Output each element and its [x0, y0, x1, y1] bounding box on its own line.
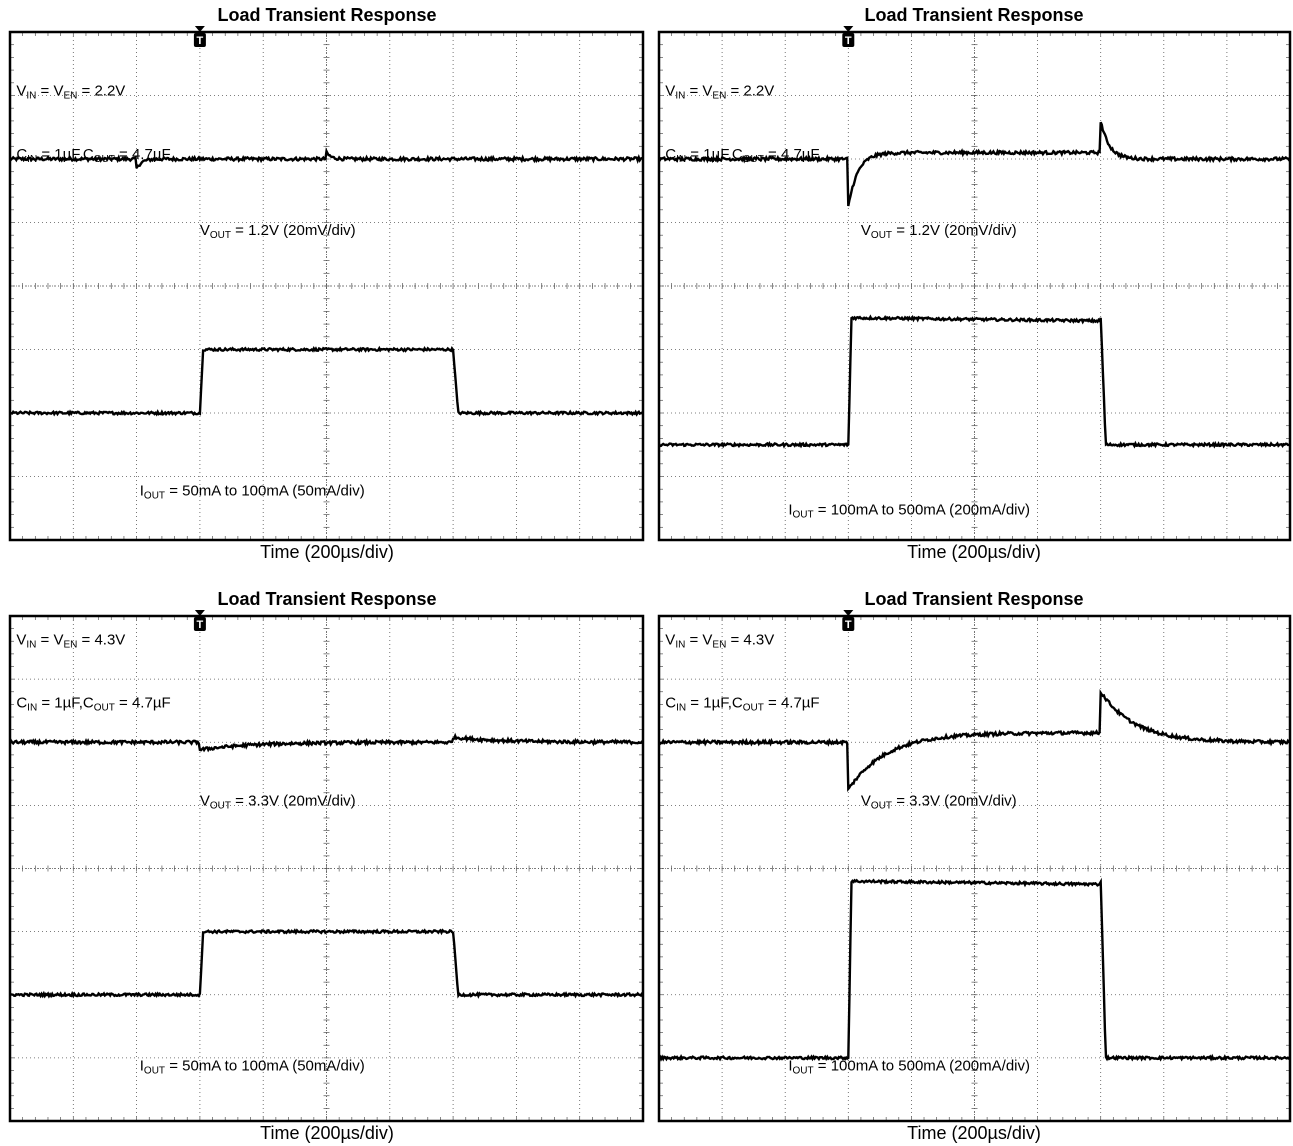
vout-trace	[658, 689, 1291, 792]
annotation-iout: IOUT = 100mA to 500mA (200mA/div)	[788, 502, 1030, 521]
scope-plot: T VIN = VEN = 2.2V CIN = 1µF,COUT = 4.7µF V…	[8, 26, 645, 542]
chart-title: Load Transient Response	[864, 589, 1084, 609]
iout-trace	[9, 928, 644, 999]
scope-plot: T VIN = VEN = 2.2V CIN = 1µF,COUT = 4.7µF V…	[657, 26, 1292, 542]
annotation-cap: CIN = 1µF,COUT = 4.7µF	[16, 146, 170, 165]
chart-title: Load Transient Response	[217, 5, 437, 25]
vout-trace	[657, 121, 1292, 207]
annotation-iout: IOUT = 50mA to 100mA (50mA/div)	[140, 483, 365, 502]
annotation-vin: VIN = VEN = 2.2V	[665, 83, 774, 102]
chart-title: Load Transient Response	[864, 5, 1084, 25]
chart-title: Load Transient Response	[217, 589, 437, 609]
x-axis-label: Time (200µs/div)	[907, 1123, 1041, 1143]
iout-trace	[9, 345, 644, 417]
plot-frame	[657, 614, 1292, 1123]
trigger-marker: T	[193, 26, 206, 47]
annotation-vout: VOUT = 3.3V (20mV/div)	[861, 792, 1017, 811]
annotation-cap: CIN = 1µF,COUT = 4.7µF	[665, 146, 819, 165]
annotation-cap: CIN = 1µF,COUT = 4.7µF	[16, 695, 170, 714]
vout-trace	[8, 732, 644, 753]
annotation-vout: VOUT = 1.2V (20mV/div)	[200, 222, 356, 241]
iout-trace	[658, 877, 1291, 1062]
chart-panel-1: Load Transient Response Time (200µs/div) T…	[8, 6, 646, 566]
x-axis-label: Time (200µs/div)	[907, 542, 1041, 562]
trigger-marker: T	[842, 26, 855, 47]
plot-frame	[657, 30, 1292, 542]
annotation-vin: VIN = VEN = 2.2V	[16, 83, 125, 102]
annotation-vin: VIN = VEN = 4.3V	[665, 631, 774, 650]
annotation-vout: VOUT = 1.2V (20mV/div)	[861, 222, 1017, 241]
annotation-vin: VIN = VEN = 4.3V	[16, 631, 125, 650]
center-axes	[658, 31, 1291, 541]
chart-panel-3: Load Transient Response Time (200µs/div) T…	[8, 590, 646, 1146]
annotation-cap: CIN = 1µF,COUT = 4.7µF	[665, 695, 819, 714]
svg-text:T: T	[845, 35, 852, 47]
trigger-marker: T	[842, 610, 855, 631]
svg-text:T: T	[197, 619, 204, 631]
x-axis-label: Time (200µs/div)	[260, 542, 394, 562]
center-axes	[9, 31, 644, 541]
svg-text:T: T	[197, 35, 204, 47]
chart-panel-4: Load Transient Response Time (200µs/div) T…	[657, 589, 1292, 1146]
annotation-vout: VOUT = 3.3V (20mV/div)	[200, 792, 356, 811]
scope-plot: T VIN = VEN = 4.3V CIN = 1µF,COUT = 4.7µF V…	[8, 610, 645, 1123]
chart-panel-2: Load Transient Response Time (200µs/div) T…	[657, 5, 1292, 566]
center-axes	[9, 615, 644, 1122]
trigger-marker: T	[193, 610, 206, 631]
plot-frame	[8, 614, 645, 1123]
plot-frame	[8, 30, 645, 542]
x-axis-label: Time (200µs/div)	[260, 1123, 394, 1143]
annotation-iout: IOUT = 100mA to 500mA (200mA/div)	[788, 1058, 1030, 1077]
vout-trace	[9, 147, 644, 169]
iout-trace	[657, 314, 1291, 449]
svg-text:T: T	[845, 619, 852, 631]
scope-plot: T VIN = VEN = 4.3V CIN = 1µF,COUT = 4.7µF V…	[657, 610, 1292, 1123]
annotation-iout: IOUT = 50mA to 100mA (50mA/div)	[140, 1058, 365, 1077]
